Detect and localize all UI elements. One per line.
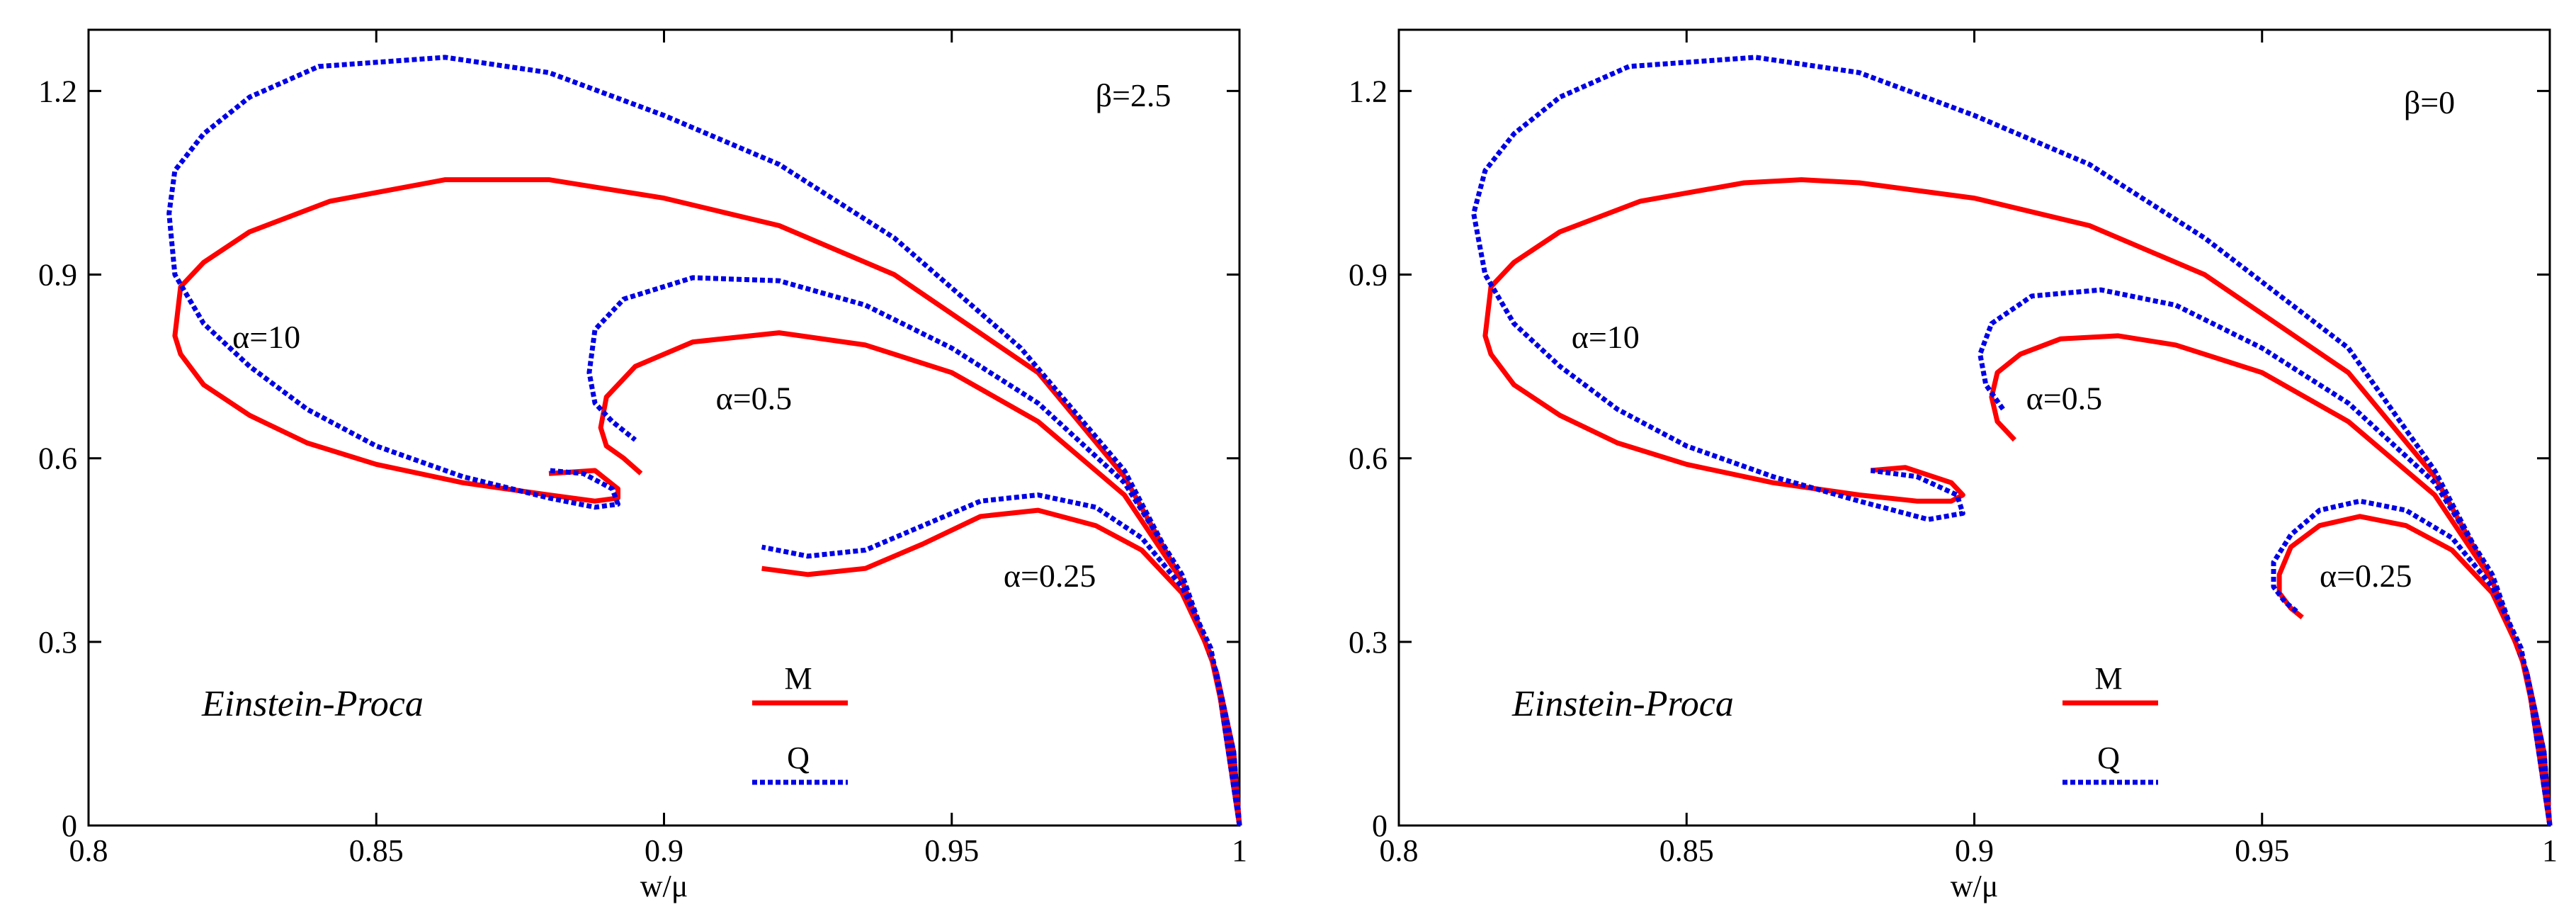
- model-label: Einstein-Proca: [1511, 684, 1734, 724]
- x-tick-label: 0.85: [349, 833, 404, 868]
- beta-label: β=2.5: [1096, 77, 1171, 113]
- series-Q-alpha-0.5: [1978, 287, 2553, 826]
- x-tick-label: 0.9: [645, 833, 683, 868]
- alpha-annotation: α=0.5: [2026, 381, 2103, 417]
- x-axis-label: w/μ: [1951, 869, 1999, 903]
- y-tick-label: 0.9: [38, 258, 77, 293]
- x-tick-label: 1: [2542, 833, 2558, 868]
- y-tick-label: 0.3: [1349, 625, 1388, 660]
- x-axis-label: w/μ: [640, 869, 688, 903]
- series-Q-alpha-10: [166, 55, 1242, 826]
- y-tick-label: 0.3: [38, 625, 77, 660]
- alpha-annotation: α=0.25: [2320, 558, 2412, 594]
- alpha-annotation: α=10: [232, 319, 300, 355]
- series-Q-alpha-10: [1471, 55, 2553, 826]
- y-tick-label: 0: [1372, 808, 1388, 843]
- series-M-alpha-0.5: [598, 330, 1242, 826]
- x-tick-label: 0.95: [2235, 833, 2289, 868]
- y-tick-label: 0.9: [1349, 258, 1388, 293]
- x-tick-label: 1: [1232, 833, 1247, 868]
- series-Q-alpha-0.25: [2271, 498, 2553, 826]
- y-tick-label: 0.6: [38, 441, 77, 476]
- x-tick-label: 0.8: [69, 833, 108, 868]
- series-M-alpha-10: [1482, 177, 2553, 826]
- series-M-alpha-10: [172, 177, 1242, 826]
- legend-label-Q: Q: [787, 740, 810, 775]
- legend-label-M: M: [2094, 661, 2122, 696]
- y-tick-label: 1.2: [1349, 74, 1388, 108]
- alpha-annotation: α=0.25: [1004, 558, 1096, 594]
- alpha-annotation: α=10: [1572, 319, 1640, 355]
- y-tick-label: 0: [62, 808, 77, 843]
- alpha-annotation: α=0.5: [716, 381, 793, 417]
- panel-right: 0.8 0.85 0.9 0.95 1 0 0.3 0.6 0.9 1.2 w/μ α=10 α=0.5…: [1349, 28, 2558, 903]
- x-tick-label: 0.85: [1659, 833, 1714, 868]
- model-label: Einstein-Proca: [201, 684, 424, 724]
- x-tick-label: 0.95: [924, 833, 979, 868]
- legend-label-M: M: [784, 661, 812, 696]
- series-Q-alpha-0.25: [761, 492, 1242, 826]
- panel-left: 0.8 0.85 0.9 0.95 1 0 0.3 0.6 0.9 1.2 w/μ α=10 α=0.5…: [38, 28, 1247, 903]
- x-tick-label: 0.8: [1380, 833, 1419, 868]
- series-Q-alpha-0.5: [586, 275, 1242, 826]
- legend-label-Q: Q: [2097, 740, 2120, 775]
- beta-label: β=0: [2404, 84, 2455, 120]
- x-tick-label: 0.9: [1955, 833, 1994, 868]
- y-tick-label: 0.6: [1349, 441, 1388, 476]
- y-tick-label: 1.2: [38, 74, 77, 108]
